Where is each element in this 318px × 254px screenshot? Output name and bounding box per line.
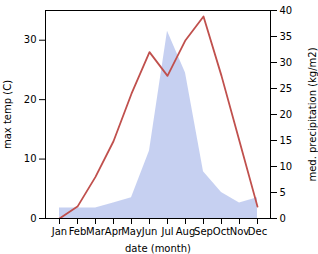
svg-text:20: 20 [24, 94, 37, 105]
svg-text:30: 30 [280, 57, 293, 68]
svg-text:25: 25 [280, 83, 293, 94]
svg-text:0: 0 [280, 213, 286, 224]
svg-text:10: 10 [24, 153, 37, 164]
svg-text:May: May [121, 226, 142, 237]
svg-text:Jul: Jul [160, 226, 173, 237]
svg-text:Jan: Jan [51, 226, 67, 237]
svg-text:5: 5 [280, 187, 286, 198]
svg-text:Aug: Aug [176, 226, 196, 237]
svg-text:20: 20 [280, 109, 293, 120]
svg-text:Oct: Oct [213, 226, 230, 237]
svg-text:Jun: Jun [141, 226, 158, 237]
svg-text:15: 15 [280, 135, 293, 146]
svg-text:Dec: Dec [248, 226, 267, 237]
svg-text:Apr: Apr [104, 225, 123, 237]
svg-text:Feb: Feb [69, 226, 87, 237]
svg-text:30: 30 [24, 34, 37, 45]
svg-text:10: 10 [280, 161, 293, 172]
svg-text:0: 0 [30, 213, 36, 224]
svg-text:Mar: Mar [86, 226, 106, 237]
svg-text:Nov: Nov [230, 226, 250, 237]
svg-text:35: 35 [280, 31, 293, 42]
svg-text:med. precipitation (kg/m2): med. precipitation (kg/m2) [307, 47, 318, 181]
svg-text:40: 40 [280, 5, 293, 16]
svg-text:Sep: Sep [194, 226, 213, 237]
svg-text:max temp (C): max temp (C) [2, 80, 13, 149]
svg-text:date (month): date (month) [125, 243, 191, 254]
